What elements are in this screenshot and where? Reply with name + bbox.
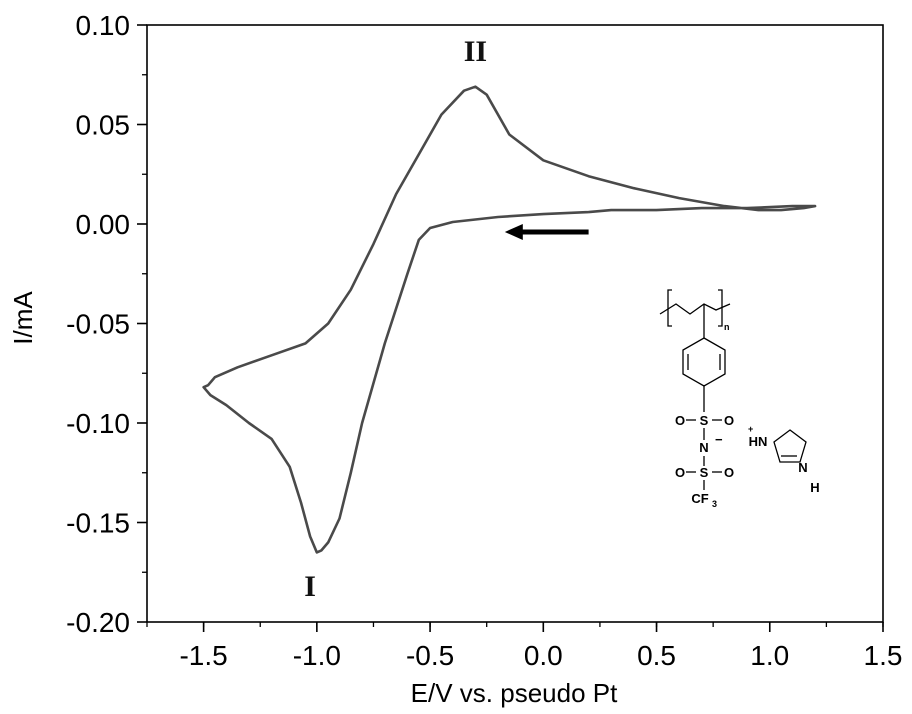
x-tick-label: -0.5	[406, 640, 454, 671]
cf3-subscript: 3	[712, 499, 717, 509]
cation-charge: +	[748, 424, 753, 434]
atom-s2: S	[700, 465, 709, 480]
chemical-structure	[659, 289, 807, 490]
scan-direction-arrow	[504, 223, 589, 240]
y-tick-label: -0.15	[66, 508, 130, 539]
polymer-bracket-left	[667, 289, 672, 327]
cv-curve-line	[202, 85, 817, 554]
x-tick-label: 0.5	[637, 640, 676, 671]
structure-labels: n S O O N − S O O CF 3 + HN N H	[675, 322, 820, 509]
atom-h: H	[810, 480, 819, 495]
plot-axes	[146, 24, 884, 623]
atom-hn: HN	[749, 434, 768, 449]
peak-label-ii: II	[464, 35, 487, 68]
atom-n2: N	[798, 460, 807, 475]
atom-o3: O	[675, 465, 685, 480]
polymer-n-subscript: n	[724, 322, 730, 332]
x-tick-label: 1.5	[864, 640, 903, 671]
atom-o4: O	[724, 465, 734, 480]
benzene-ring	[682, 337, 726, 387]
polymer-backbone	[659, 303, 731, 315]
y-tick-label: -0.10	[66, 408, 130, 439]
anion-charge: −	[715, 432, 723, 447]
y-tick-label: 0.00	[76, 209, 131, 240]
group-cf3: CF	[691, 491, 708, 506]
x-tick-label: -1.5	[179, 640, 227, 671]
atom-o2: O	[724, 413, 734, 428]
x-tick-label: 0.0	[524, 640, 563, 671]
atom-n-anion: N	[699, 440, 708, 455]
y-tick-label: 0.05	[76, 110, 131, 141]
x-axis-title: E/V vs. pseudo Pt	[411, 678, 618, 708]
y-tick-label: -0.20	[66, 607, 130, 638]
imidazolium-ring	[773, 429, 807, 463]
y-tick-label: -0.05	[66, 309, 130, 340]
atom-o1: O	[675, 413, 685, 428]
x-tick-label: -1.0	[293, 640, 341, 671]
x-tick-label: 1.0	[750, 640, 789, 671]
arrow-head	[504, 223, 523, 240]
plot-frame	[146, 24, 884, 623]
y-axis-title: I/mA	[8, 291, 38, 345]
atom-s1: S	[700, 413, 709, 428]
y-tick-label: 0.10	[76, 10, 131, 41]
tick-labels: -1.5 -1.0 -0.5 0.0 0.5 1.0 1.5 -0.20 -0.15 -0.10 -…	[66, 10, 902, 671]
peak-label-i: I	[304, 570, 316, 603]
axis-ticks	[137, 24, 884, 632]
